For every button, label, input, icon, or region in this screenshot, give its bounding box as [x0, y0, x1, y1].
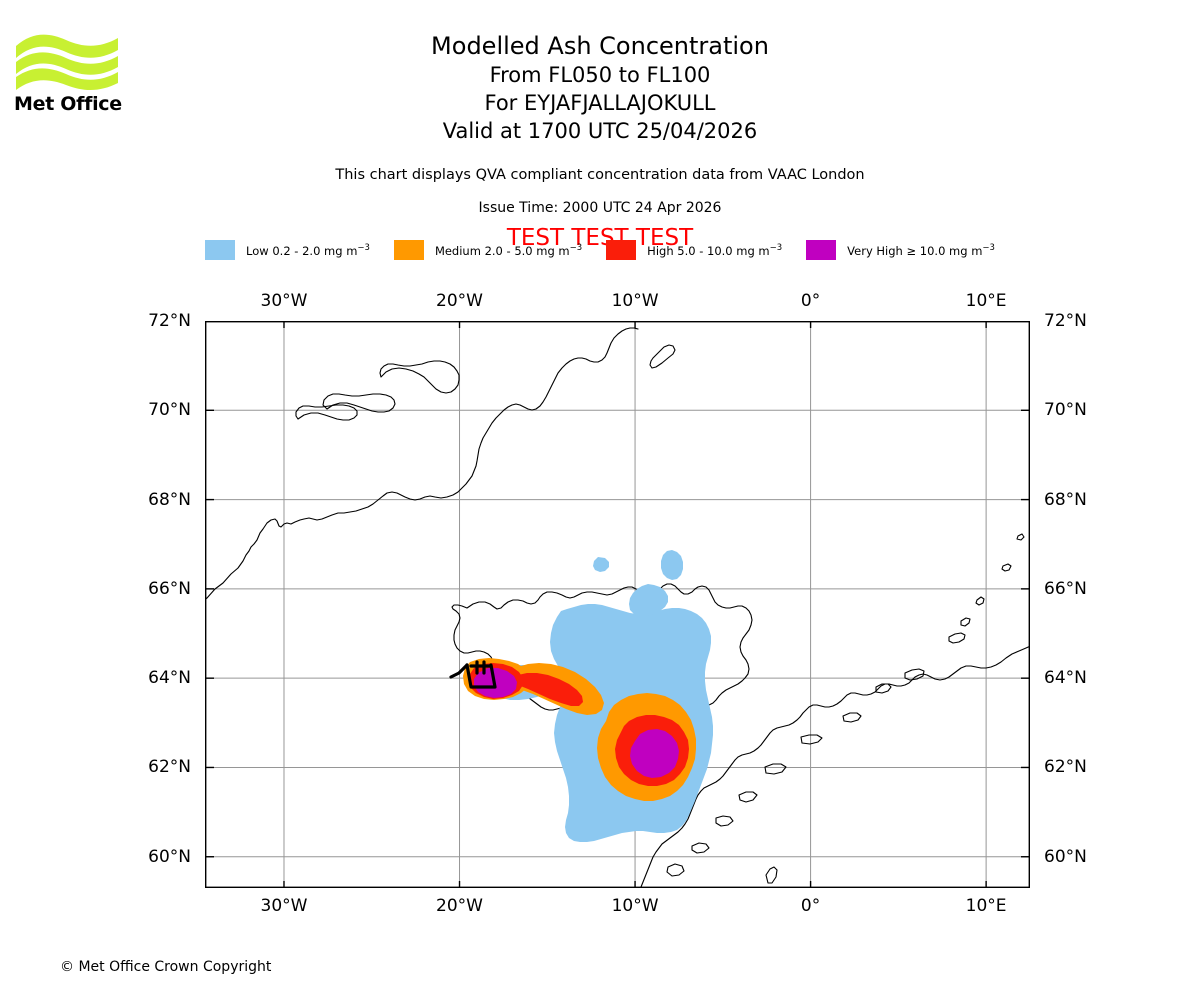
legend-label-low: Low 0.2 - 2.0 mg m−3: [246, 242, 370, 258]
axis-ticks: [205, 321, 1030, 888]
qva-note: This chart displays QVA compliant concen…: [335, 167, 865, 183]
ash-concentration-map: 30°W 20°W 10°W 0° 10°E 30°W 20°W 10°W 0° 10°E 60…: [148, 291, 1087, 916]
norway-island-14: [1016, 533, 1025, 541]
met-office-waves-icon: [16, 34, 118, 91]
norway-island-11: [691, 842, 710, 854]
map-canvas: [205, 321, 1030, 888]
legend-swatch-medium: [393, 240, 424, 260]
lat-tick-label-right: 62°N: [1044, 757, 1087, 778]
lon-tick-label-top: 10°E: [965, 291, 1007, 311]
legend-label-medium: Medium 2.0 - 5.0 mg m−3: [434, 242, 583, 258]
flight-level-range: From FL050 to FL100: [489, 63, 711, 87]
norway-island-13: [1001, 563, 1012, 572]
norway-island-3: [975, 596, 985, 606]
norway-island-5: [875, 683, 892, 694]
lon-tick-label-top: 10°W: [611, 291, 659, 311]
lat-tick-label-right: 64°N: [1044, 668, 1087, 689]
greenland-fjord-2: [322, 393, 396, 413]
contour-low-north-tip: [661, 550, 683, 580]
greenland-fjord-3: [295, 404, 358, 421]
norway-island-2: [960, 617, 971, 627]
lat-tick-label-right: 60°N: [1044, 846, 1087, 867]
map-frame: [205, 321, 1030, 888]
brand-name: Met Office: [14, 93, 122, 115]
copyright-notice: © Met Office Crown Copyright: [60, 959, 272, 975]
legend-item-low: Low 0.2 - 2.0 mg m−3: [205, 240, 370, 260]
lat-tick-label-left: 70°N: [148, 400, 191, 421]
lon-tick-label-bottom: 0°: [800, 896, 821, 916]
chart-title-block: Modelled Ash Concentration From FL050 to…: [0, 0, 1200, 252]
contour-low-north-tongue: [629, 584, 668, 616]
greenland-fjord-1: [379, 360, 460, 394]
lat-tick-label-left: 72°N: [148, 311, 191, 331]
legend-swatch-high: [606, 240, 637, 260]
greenland-east-coast: [205, 327, 639, 601]
norway-island-4: [904, 668, 925, 681]
met-office-logo: Met Office: [14, 28, 126, 116]
lon-tick-label-top: 20°W: [436, 291, 483, 311]
lon-tick-label-bottom: 30°W: [260, 896, 308, 916]
contour-low-island-patch: [593, 557, 609, 572]
lat-tick-label-right: 66°N: [1044, 578, 1087, 599]
page-title: Modelled Ash Concentration: [431, 32, 769, 60]
legend-item-medium: Medium 2.0 - 5.0 mg m−3: [393, 240, 583, 260]
volcano-marker-icon: [449, 660, 497, 689]
norway-island-10: [715, 815, 734, 827]
lat-tick-label-left: 68°N: [148, 489, 191, 510]
jan-mayen-island: [649, 344, 676, 369]
lat-tick-label-left: 66°N: [148, 578, 191, 599]
norway-island-9: [738, 791, 758, 803]
lat-tick-label-left: 60°N: [148, 846, 191, 867]
norway-island-8: [764, 763, 787, 775]
contour-high-connector: [511, 673, 583, 706]
lon-tick-label-bottom: 20°W: [436, 896, 483, 916]
lon-tick-label-bottom: 10°E: [965, 896, 1007, 916]
shetland-island: [765, 866, 778, 884]
lon-tick-label-top: 0°: [800, 291, 821, 311]
issue-time: Issue Time: 2000 UTC 24 Apr 2026: [478, 200, 722, 216]
contour-very-high-se-core: [630, 729, 679, 778]
legend-swatch-low: [205, 240, 236, 260]
lat-tick-label-right: 68°N: [1044, 489, 1087, 510]
legend-item-high: High 5.0 - 10.0 mg m−3: [606, 240, 782, 260]
legend-swatch-very-high: [806, 240, 837, 260]
volcano-name: For EYJAFJALLAJOKULL: [484, 91, 716, 115]
norway-island-12: [666, 863, 685, 877]
norway-island-1: [948, 632, 966, 644]
lat-tick-label-left: 64°N: [148, 668, 191, 689]
lat-tick-label-right: 70°N: [1044, 400, 1087, 421]
lat-tick-label-left: 62°N: [148, 757, 191, 778]
legend-label-high: High 5.0 - 10.0 mg m−3: [647, 242, 783, 258]
concentration-legend: Low 0.2 - 2.0 mg m−3 Medium 2.0 - 5.0 mg…: [0, 240, 1200, 260]
valid-time: Valid at 1700 UTC 25/04/2026: [442, 119, 758, 143]
lon-tick-label-top: 30°W: [260, 291, 308, 311]
lon-tick-label-bottom: 10°W: [611, 896, 659, 916]
norway-island-7: [800, 734, 823, 745]
lat-tick-label-right: 72°N: [1044, 311, 1087, 331]
norway-coast: [640, 645, 1030, 888]
legend-item-very-high: Very High ≥ 10.0 mg m−3: [806, 240, 995, 260]
legend-label-very-high: Very High ≥ 10.0 mg m−3: [847, 242, 995, 258]
norway-island-6: [842, 712, 862, 723]
